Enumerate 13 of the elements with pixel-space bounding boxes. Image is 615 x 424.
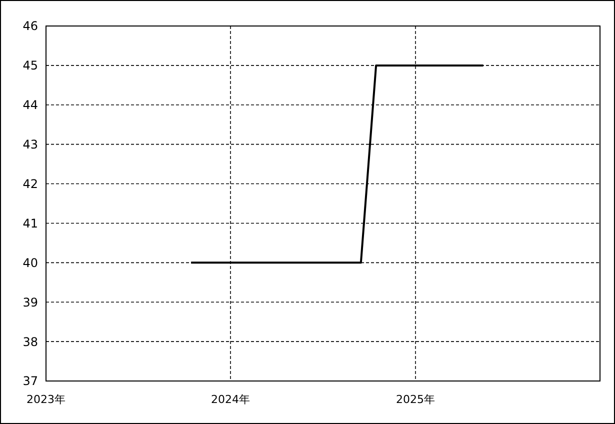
y-tick-label: 43 [22, 138, 38, 152]
x-tick-label: 2024年 [211, 393, 250, 406]
y-tick-label: 42 [22, 176, 38, 191]
y-tick-label: 40 [22, 256, 38, 270]
y-tick-label: 46 [22, 19, 38, 34]
y-tick-label: 41 [22, 216, 38, 230]
y-tick-label: 37 [22, 374, 38, 388]
y-tick-label: 38 [22, 334, 38, 349]
y-tick-label: 44 [22, 98, 38, 112]
x-tick-label: 2025年 [396, 393, 435, 406]
y-tick-label: 45 [22, 58, 38, 73]
x-tick-label: 2023年 [26, 393, 66, 406]
y-tick-label: 39 [22, 295, 38, 310]
